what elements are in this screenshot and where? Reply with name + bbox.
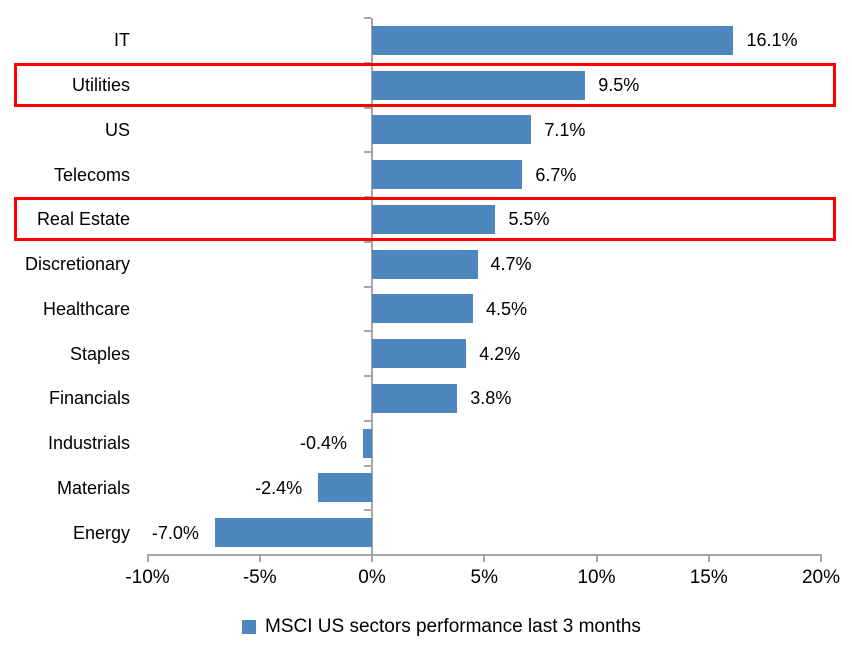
bar-financials <box>372 383 458 413</box>
category-label: IT <box>114 30 130 51</box>
value-label: 16.1% <box>746 30 798 51</box>
category-axis-tick <box>364 285 371 288</box>
bar-staples <box>372 339 467 369</box>
value-axis-tick <box>707 555 710 562</box>
value-axis-tick <box>371 555 373 562</box>
legend: MSCI US sectors performance last 3 month… <box>242 613 641 641</box>
category-label: Financials <box>48 388 130 409</box>
category-label: Industrials <box>47 433 130 454</box>
value-label: 5.5% <box>508 209 550 230</box>
category-axis-tick <box>364 419 371 422</box>
category-axis-tick <box>364 17 371 19</box>
bar-us <box>372 115 532 145</box>
value-label: -0.4% <box>300 433 348 454</box>
category-label: Healthcare <box>42 298 130 319</box>
highlight-box-utilities <box>14 63 836 108</box>
bar-it <box>372 25 734 55</box>
legend-label: MSCI US sectors performance last 3 month… <box>265 616 641 637</box>
category-label: Energy <box>72 522 130 543</box>
value-label: 4.2% <box>479 343 521 364</box>
x-tick-label: 10% <box>577 567 616 588</box>
bar-industrials <box>363 428 372 458</box>
bar-real-estate <box>372 204 496 234</box>
category-label: Utilities <box>71 75 130 96</box>
category-axis-tick <box>364 240 371 243</box>
category-label: Staples <box>69 343 130 364</box>
bar-utilities <box>372 70 586 100</box>
value-label: 9.5% <box>598 75 640 96</box>
category-axis-tick <box>364 196 371 198</box>
value-axis-tick <box>146 555 149 562</box>
x-tick-label: -5% <box>242 567 277 588</box>
highlight-box-real-estate <box>14 197 836 242</box>
value-axis-tick <box>483 555 486 562</box>
category-label: Real Estate <box>36 209 130 230</box>
value-label: 7.1% <box>544 119 586 140</box>
category-axis-tick <box>364 464 371 467</box>
legend-series-swatch-icon <box>242 620 256 634</box>
bar-materials <box>318 473 372 503</box>
bar-discretionary <box>372 249 478 279</box>
category-axis-tick <box>364 554 371 556</box>
x-tick-label: 5% <box>470 567 498 588</box>
bar-healthcare <box>372 294 474 324</box>
value-axis-tick <box>820 555 822 562</box>
category-label: US <box>104 119 130 140</box>
category-axis-tick <box>364 375 371 377</box>
category-label: Discretionary <box>24 254 130 275</box>
category-label: Materials <box>56 477 130 498</box>
value-label: -7.0% <box>151 522 199 543</box>
value-label: 4.5% <box>486 298 528 319</box>
value-axis-tick <box>595 555 598 562</box>
category-axis-tick <box>364 61 371 64</box>
category-axis-tick <box>364 330 371 333</box>
bar-telecoms <box>372 160 523 190</box>
x-tick-label: 20% <box>801 567 841 588</box>
bar-energy <box>214 518 372 548</box>
value-label: 4.7% <box>490 254 532 275</box>
category-axis-tick <box>364 151 371 154</box>
category-axis-line <box>371 18 373 556</box>
value-label: -2.4% <box>255 477 303 498</box>
category-axis-tick <box>364 106 371 109</box>
value-label: 6.7% <box>535 164 577 185</box>
category-axis-tick <box>364 509 371 512</box>
x-tick-label: 15% <box>689 567 728 588</box>
category-label: Telecoms <box>53 164 130 185</box>
value-axis-tick <box>258 555 261 562</box>
x-tick-label: 0% <box>358 567 386 588</box>
value-label: 3.8% <box>470 388 512 409</box>
x-tick-label: -10% <box>125 567 170 588</box>
